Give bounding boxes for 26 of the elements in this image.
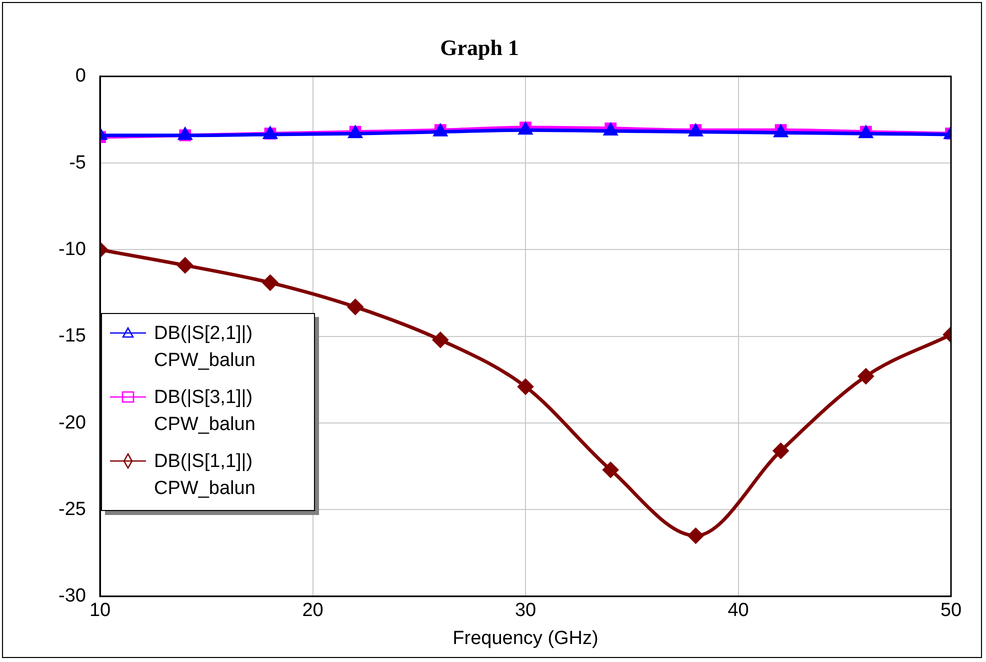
x-tick-label: 10 xyxy=(89,600,111,622)
point xyxy=(688,528,704,544)
y-tick-label: -15 xyxy=(58,326,86,347)
x-tick-label: 30 xyxy=(514,600,536,622)
x-tick-label: 50 xyxy=(940,600,962,622)
point xyxy=(858,368,874,384)
y-tick-label: -25 xyxy=(58,498,86,520)
point xyxy=(518,378,534,395)
point xyxy=(262,274,278,291)
legend-label: DB(|S[2,1]|) CPW_balun xyxy=(154,322,256,373)
x-tick-label: 20 xyxy=(302,600,324,622)
point xyxy=(602,462,619,478)
point xyxy=(177,257,194,274)
chart-title: Graph 1 xyxy=(440,34,519,60)
y-tick-label: -5 xyxy=(69,152,86,174)
point xyxy=(432,332,448,348)
x-tick-label: 40 xyxy=(728,600,749,622)
y-tick-label: -20 xyxy=(58,412,86,434)
point xyxy=(772,442,789,459)
x-axis-title: Frequency (GHz) xyxy=(452,628,598,649)
legend-label: DB(|S[1,1]|) CPW_balun xyxy=(154,450,256,501)
legend-label: DB(|S[3,1]|) CPW_balun xyxy=(154,386,256,437)
y-tick-label: -10 xyxy=(58,238,86,260)
point xyxy=(347,298,364,315)
y-tick-label: 0 xyxy=(75,66,86,87)
y-tick-label: -30 xyxy=(58,586,86,607)
